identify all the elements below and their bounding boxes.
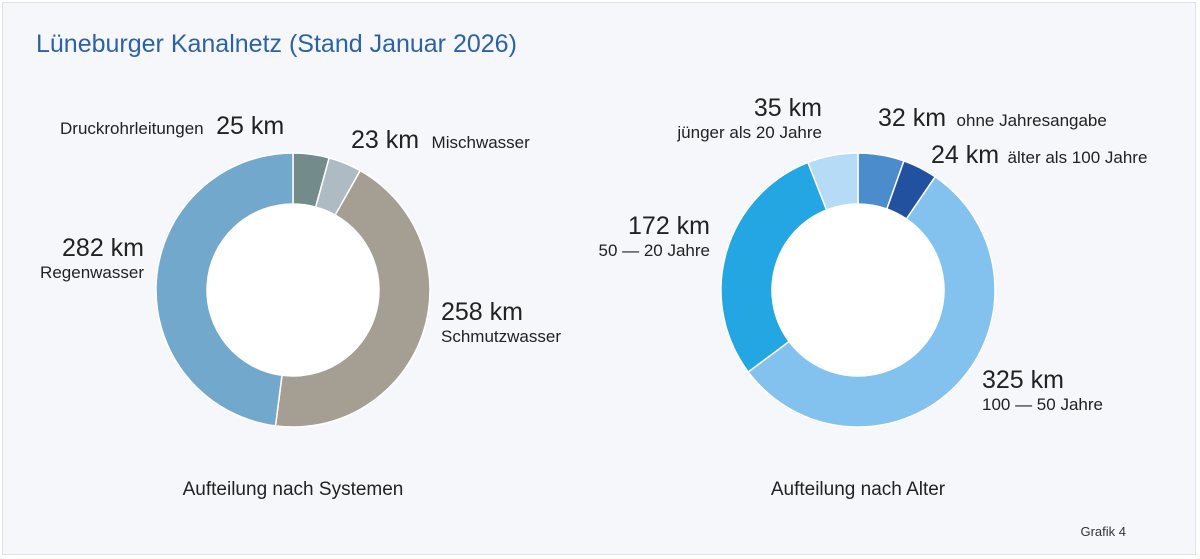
slice-category: Druckrohrleitungen bbox=[60, 119, 204, 138]
donut-systems bbox=[155, 152, 431, 428]
slice-value: 258 km bbox=[441, 298, 523, 326]
slice-value: 325 km bbox=[982, 366, 1064, 394]
slice-value: 172 km bbox=[628, 212, 710, 240]
slice-category: älter als 100 Jahre bbox=[1007, 148, 1148, 167]
chart-title: Lüneburger Kanalnetz (Stand Januar 2026) bbox=[36, 30, 517, 58]
slice-category: 50 — 20 Jahre bbox=[598, 241, 710, 260]
slice-category: ohne Jahresangabe bbox=[956, 111, 1107, 130]
label-schmutzwasser: 258 km Schmutzwasser bbox=[441, 298, 561, 347]
slice-category: jünger als 20 Jahre bbox=[677, 123, 822, 142]
label-ohne-jahresangabe: 32 km ohne Jahresangabe bbox=[878, 104, 1107, 133]
slice-category: Schmutzwasser bbox=[441, 327, 561, 346]
slice-value: 32 km bbox=[878, 104, 947, 132]
slice-value: 24 km bbox=[931, 141, 1000, 169]
caption-age: Aufteilung nach Alter bbox=[770, 479, 946, 500]
label-100-50: 325 km 100 — 50 Jahre bbox=[982, 366, 1103, 415]
figure-number: Grafik 4 bbox=[1080, 524, 1126, 539]
slice-value: 282 km bbox=[62, 234, 144, 262]
slice-value: 35 km bbox=[753, 94, 822, 122]
label-mischwasser: 23 km Mischwasser bbox=[351, 126, 530, 155]
donut-hole bbox=[772, 204, 944, 376]
caption-systems: Aufteilung nach Systemen bbox=[182, 479, 404, 500]
donut-hole bbox=[207, 204, 379, 376]
slice-value: 25 km bbox=[216, 112, 285, 140]
label-regenwasser: 282 km Regenwasser bbox=[40, 234, 144, 283]
slice-value: 23 km bbox=[351, 126, 420, 154]
slice-category: Regenwasser bbox=[40, 263, 144, 282]
slice-category: 100 — 50 Jahre bbox=[982, 395, 1103, 414]
label-druckrohrleitungen: Druckrohrleitungen 25 km bbox=[60, 112, 284, 141]
label-juenger-20: 35 km jünger als 20 Jahre bbox=[677, 94, 822, 143]
label-50-20: 172 km 50 — 20 Jahre bbox=[598, 212, 710, 261]
donut-age bbox=[720, 152, 996, 428]
label-aelter-100: 24 km älter als 100 Jahre bbox=[931, 141, 1147, 170]
slice-category: Mischwasser bbox=[431, 133, 530, 152]
